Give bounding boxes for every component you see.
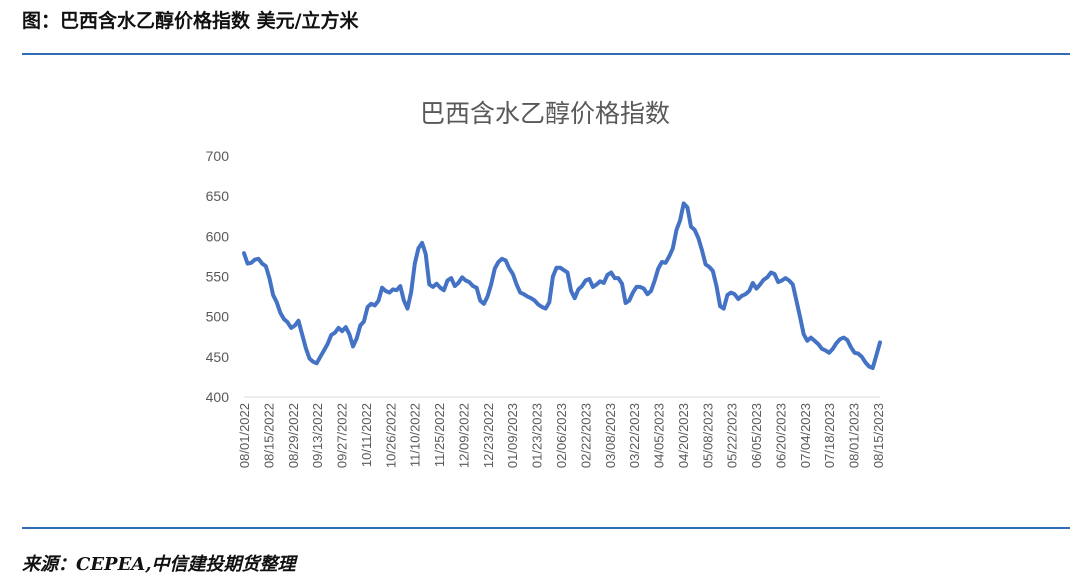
- x-tick-label: 01/09/2023: [505, 403, 520, 468]
- y-tick-label: 650: [206, 188, 230, 204]
- x-tick-label: 02/06/2023: [554, 403, 569, 468]
- x-tick-label: 08/01/2023: [847, 403, 862, 468]
- x-tick-label: 09/13/2022: [310, 403, 325, 468]
- x-tick-label: 06/05/2023: [749, 403, 764, 468]
- x-tick-label: 04/05/2023: [652, 403, 667, 468]
- x-tick-label: 08/29/2022: [286, 403, 301, 468]
- source-note: 来源：CEPEA,中信建投期货整理: [22, 554, 296, 575]
- y-tick-label: 550: [206, 269, 230, 285]
- x-tick-label: 12/23/2022: [481, 403, 496, 468]
- y-tick-label: 700: [206, 148, 230, 164]
- y-tick-label: 500: [206, 309, 230, 325]
- x-tick-label: 01/23/2023: [530, 403, 545, 468]
- x-tick-label: 04/20/2023: [676, 403, 691, 468]
- x-tick-label: 07/04/2023: [798, 403, 813, 468]
- x-tick-label: 07/18/2023: [822, 403, 837, 468]
- x-tick-label: 11/10/2022: [408, 403, 423, 467]
- x-tick-label: 10/26/2022: [383, 403, 398, 468]
- bottom-rule: [22, 527, 1070, 529]
- x-tick-label: 05/22/2023: [725, 403, 740, 468]
- x-tick-label: 10/11/2022: [359, 403, 374, 467]
- x-tick-label: 08/15/2023: [871, 403, 886, 468]
- series-line-0: [242, 201, 882, 371]
- x-tick-label: 09/27/2022: [335, 403, 350, 468]
- chart: 巴西含水乙醇价格指数 400 450 500 550 600 650 700 08/01/2…: [206, 99, 886, 468]
- x-tick-label: 06/20/2023: [773, 403, 788, 468]
- figure-caption: 图：巴西含水乙醇价格指数 美元/立方米: [22, 10, 359, 32]
- x-tick-label: 12/09/2022: [456, 403, 471, 468]
- x-tick-label: 05/08/2023: [700, 403, 715, 468]
- x-tick-label: 02/22/2023: [578, 403, 593, 468]
- x-tick-label: 03/22/2023: [627, 403, 642, 468]
- y-tick-label: 450: [206, 349, 230, 365]
- y-tick-label: 600: [206, 228, 230, 244]
- x-tick-label: 11/25/2022: [432, 403, 447, 467]
- top-rule: [22, 53, 1070, 55]
- x-tick-label: 03/08/2023: [603, 403, 618, 468]
- x-axis-ticks: 08/01/2022 08/15/2022 08/29/2022 09/13/2022…: [237, 403, 886, 468]
- y-tick-label: 400: [206, 389, 230, 405]
- chart-title: 巴西含水乙醇价格指数: [420, 99, 670, 128]
- x-tick-label: 08/15/2022: [261, 403, 276, 468]
- series-group: [242, 201, 882, 371]
- x-tick-label: 08/01/2022: [237, 403, 252, 468]
- y-axis-ticks: 400 450 500 550 600 650 700: [206, 148, 230, 405]
